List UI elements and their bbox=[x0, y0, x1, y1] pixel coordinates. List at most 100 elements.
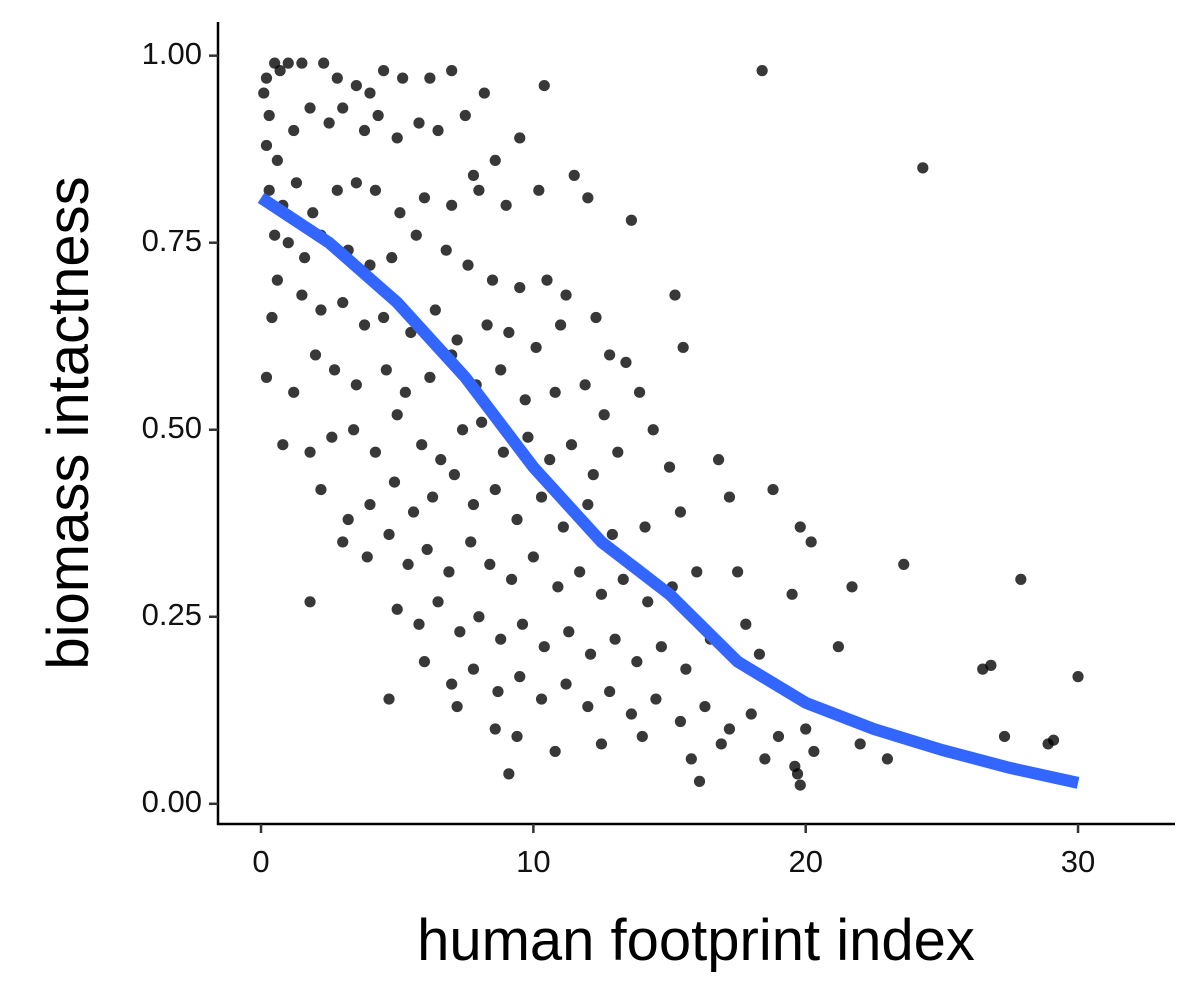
point bbox=[486, 274, 499, 286]
point bbox=[315, 304, 327, 316]
point bbox=[631, 656, 643, 668]
point bbox=[260, 72, 273, 84]
point bbox=[535, 693, 548, 705]
point bbox=[685, 753, 697, 765]
point bbox=[424, 72, 436, 84]
point bbox=[416, 439, 428, 451]
point bbox=[454, 626, 466, 638]
point bbox=[808, 745, 820, 758]
y-axis-title: biomass intactness bbox=[36, 176, 101, 669]
point bbox=[917, 162, 929, 174]
point bbox=[511, 730, 523, 743]
point bbox=[383, 528, 395, 541]
point bbox=[304, 102, 316, 114]
point bbox=[595, 588, 608, 600]
point bbox=[756, 65, 768, 77]
point bbox=[489, 483, 501, 496]
point bbox=[391, 132, 403, 144]
point bbox=[350, 177, 362, 189]
point bbox=[582, 498, 594, 511]
point bbox=[337, 102, 349, 114]
point bbox=[269, 229, 281, 241]
point bbox=[427, 491, 439, 503]
point bbox=[794, 779, 806, 791]
point bbox=[296, 57, 308, 69]
point bbox=[977, 663, 989, 675]
point bbox=[424, 371, 436, 383]
point bbox=[530, 341, 542, 354]
point bbox=[582, 700, 594, 713]
point bbox=[388, 476, 401, 488]
point bbox=[732, 566, 744, 578]
point bbox=[590, 311, 602, 324]
point bbox=[380, 364, 392, 376]
point bbox=[854, 738, 866, 750]
x-tick-label: 10 bbox=[516, 844, 550, 879]
point bbox=[511, 513, 523, 526]
point bbox=[391, 603, 403, 615]
point bbox=[587, 469, 599, 481]
point bbox=[723, 723, 736, 735]
point bbox=[402, 558, 414, 570]
x-tick-label: 20 bbox=[788, 844, 822, 879]
point bbox=[699, 700, 711, 713]
point bbox=[448, 469, 460, 481]
point bbox=[290, 177, 303, 189]
point bbox=[407, 506, 420, 518]
point bbox=[1047, 734, 1060, 746]
point bbox=[328, 364, 341, 376]
point bbox=[413, 618, 425, 630]
point bbox=[606, 528, 618, 541]
point bbox=[998, 730, 1011, 743]
point bbox=[612, 446, 624, 458]
point bbox=[680, 663, 692, 675]
point bbox=[598, 409, 610, 421]
point bbox=[516, 618, 529, 630]
point bbox=[505, 573, 518, 585]
point bbox=[604, 685, 616, 698]
point bbox=[669, 289, 681, 301]
point bbox=[274, 65, 286, 77]
point bbox=[549, 745, 561, 758]
point bbox=[663, 461, 676, 473]
point bbox=[574, 566, 586, 578]
point bbox=[369, 184, 382, 196]
point bbox=[898, 558, 910, 570]
point bbox=[386, 252, 398, 264]
point bbox=[467, 169, 480, 181]
point bbox=[361, 551, 373, 563]
point bbox=[549, 386, 561, 398]
point bbox=[418, 656, 431, 668]
y-tick-label: 1.00 bbox=[142, 36, 202, 71]
point bbox=[604, 349, 616, 361]
point bbox=[266, 311, 278, 324]
point bbox=[337, 536, 349, 548]
point bbox=[394, 207, 406, 219]
point bbox=[522, 431, 534, 443]
point bbox=[767, 483, 779, 496]
point bbox=[277, 439, 289, 451]
point bbox=[364, 87, 376, 99]
x-axis-title: human footprint index bbox=[417, 908, 975, 973]
point bbox=[633, 386, 646, 398]
point bbox=[282, 57, 294, 69]
point bbox=[527, 551, 539, 563]
point bbox=[342, 513, 354, 526]
point bbox=[568, 169, 580, 181]
point bbox=[418, 192, 431, 204]
point bbox=[723, 491, 736, 503]
point bbox=[1015, 573, 1027, 585]
point bbox=[538, 79, 550, 92]
point bbox=[745, 708, 757, 720]
point bbox=[462, 259, 474, 271]
point bbox=[358, 124, 371, 137]
point bbox=[443, 566, 455, 578]
point bbox=[364, 259, 376, 271]
fit-line bbox=[257, 192, 1080, 789]
point bbox=[397, 72, 409, 84]
point bbox=[440, 244, 452, 256]
point bbox=[456, 424, 469, 436]
point bbox=[369, 446, 382, 458]
point bbox=[620, 356, 632, 369]
